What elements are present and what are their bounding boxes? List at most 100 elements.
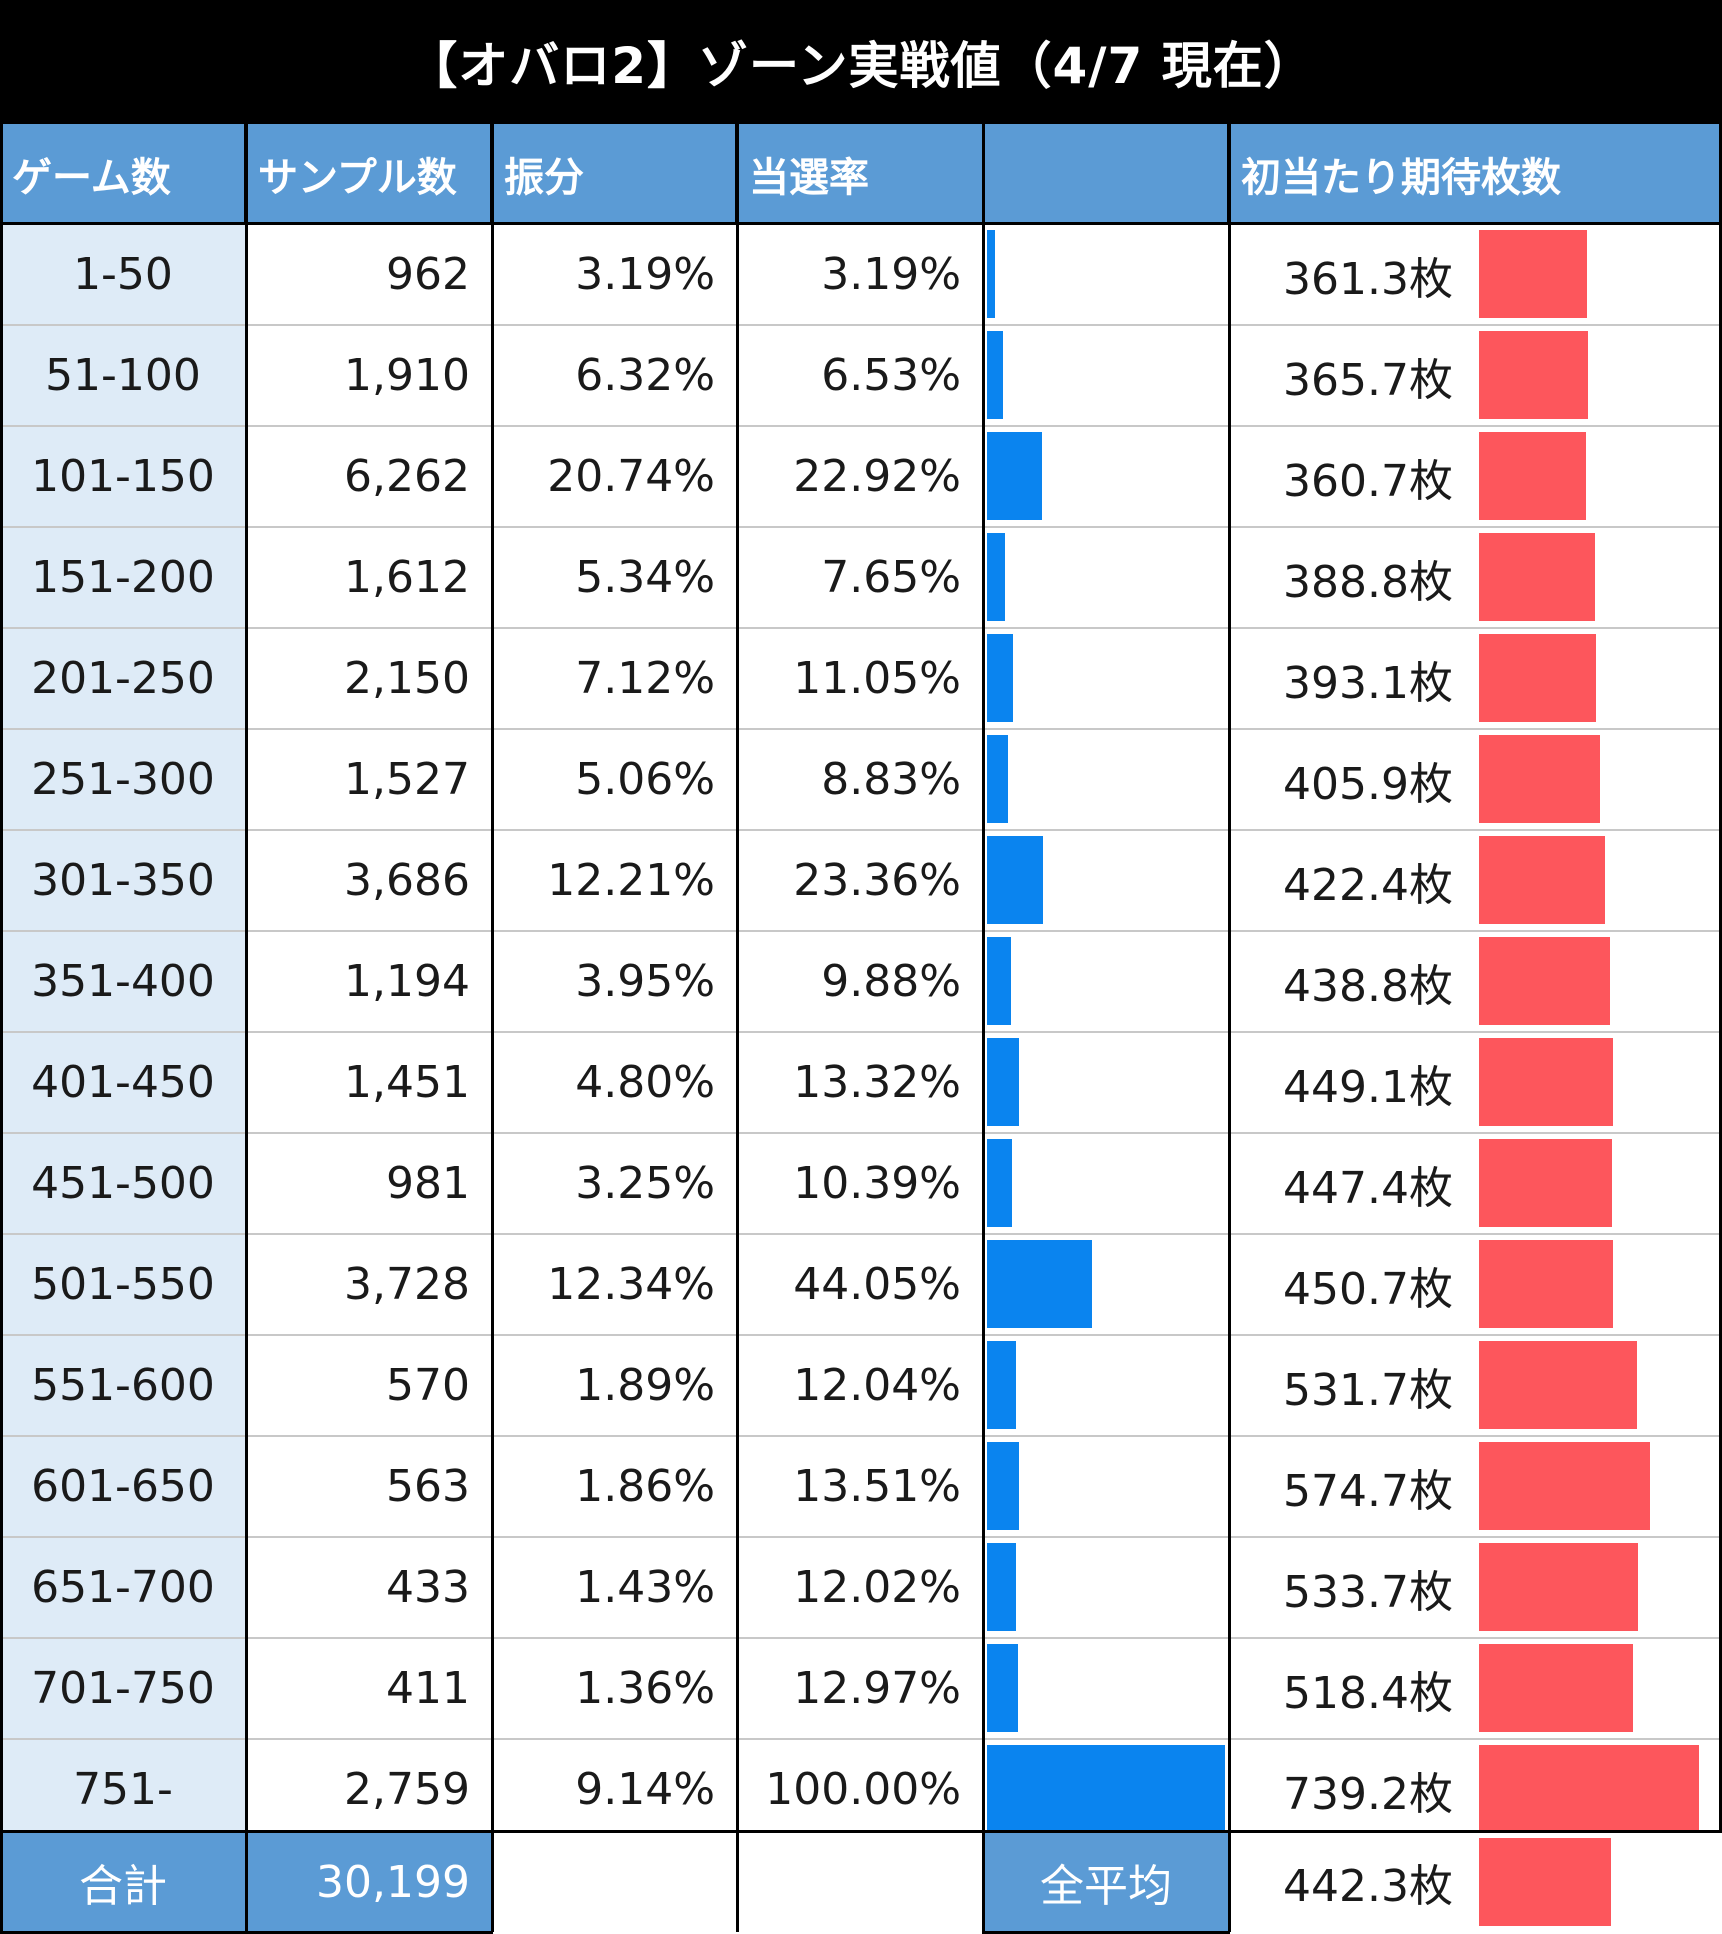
zone-cell: 201-250 bbox=[0, 628, 246, 729]
expected-bar bbox=[1479, 432, 1587, 520]
expected-bar bbox=[1479, 331, 1588, 419]
expected-bar bbox=[1479, 634, 1596, 722]
row-divider bbox=[0, 1132, 1722, 1134]
rate-cell: 12.04% bbox=[793, 1360, 961, 1411]
row-divider bbox=[0, 1536, 1722, 1538]
rate-bar bbox=[987, 1745, 1225, 1833]
expected-bar bbox=[1479, 1644, 1634, 1732]
column-border bbox=[1719, 124, 1722, 1832]
row-divider bbox=[0, 1031, 1722, 1033]
rate-cell: 8.83% bbox=[821, 754, 961, 805]
rate-cell: 11.05% bbox=[793, 653, 961, 704]
expected-cell: 405.9枚 bbox=[1283, 758, 1453, 810]
expected-cell: 422.4枚 bbox=[1283, 859, 1453, 911]
row-divider bbox=[0, 1233, 1722, 1235]
share-cell: 9.14% bbox=[575, 1764, 715, 1815]
rate-cell: 12.02% bbox=[793, 1562, 961, 1613]
header-zone: ゲーム数 bbox=[0, 124, 246, 224]
rate-bar bbox=[987, 1341, 1016, 1429]
samples-cell: 962 bbox=[386, 249, 470, 300]
average-expected: 442.3枚 bbox=[1283, 1861, 1453, 1912]
rate-bar bbox=[987, 1543, 1016, 1631]
expected-bar bbox=[1479, 1139, 1613, 1227]
expected-bar bbox=[1479, 1442, 1651, 1530]
rate-cell: 3.19% bbox=[821, 249, 961, 300]
rate-bar bbox=[987, 331, 1003, 419]
rate-cell: 23.36% bbox=[793, 855, 961, 906]
expected-cell: 518.4枚 bbox=[1283, 1667, 1453, 1719]
share-cell: 20.74% bbox=[547, 451, 715, 502]
row-divider bbox=[0, 1435, 1722, 1437]
expected-cell: 447.4枚 bbox=[1283, 1162, 1453, 1214]
row-divider bbox=[0, 1738, 1722, 1740]
expected-bar bbox=[1479, 1543, 1638, 1631]
row-divider bbox=[0, 728, 1722, 730]
average-expected-bar bbox=[1479, 1838, 1611, 1926]
rate-cell: 100.00% bbox=[765, 1764, 961, 1815]
rate-cell: 7.65% bbox=[821, 552, 961, 603]
row-divider bbox=[0, 930, 1722, 932]
samples-cell: 2,759 bbox=[344, 1764, 470, 1815]
row-divider bbox=[0, 627, 1722, 629]
expected-cell: 739.2枚 bbox=[1283, 1768, 1453, 1820]
zone-cell: 601-650 bbox=[0, 1436, 246, 1537]
samples-cell: 1,612 bbox=[344, 552, 470, 603]
rate-bar bbox=[987, 1038, 1019, 1126]
header-rate: 当選率 bbox=[737, 124, 983, 224]
samples-cell: 1,910 bbox=[344, 350, 470, 401]
expected-bar bbox=[1479, 533, 1595, 621]
expected-cell: 531.7枚 bbox=[1283, 1364, 1453, 1416]
zone-cell: 751- bbox=[0, 1739, 246, 1840]
rate-bar bbox=[987, 533, 1006, 621]
zone-cell: 51-100 bbox=[0, 325, 246, 426]
expected-bar bbox=[1479, 1341, 1638, 1429]
page-title: 【オバロ2】ゾーン実戦値（4/7 現在） bbox=[0, 0, 1722, 124]
expected-bar bbox=[1479, 1240, 1614, 1328]
samples-cell: 411 bbox=[386, 1663, 470, 1714]
total-label: 合計 bbox=[0, 1832, 246, 1932]
row-divider bbox=[0, 1334, 1722, 1336]
rate-bar bbox=[987, 634, 1014, 722]
rate-bar bbox=[987, 937, 1011, 1025]
header-share: 振分 bbox=[492, 124, 737, 224]
expected-cell: 360.7枚 bbox=[1283, 455, 1453, 507]
expected-bar bbox=[1479, 735, 1600, 823]
row-divider bbox=[0, 324, 1722, 326]
rate-bar bbox=[987, 1644, 1018, 1732]
rate-bar bbox=[987, 735, 1008, 823]
expected-cell: 450.7枚 bbox=[1283, 1263, 1453, 1315]
zone-cell: 701-750 bbox=[0, 1638, 246, 1739]
column-border bbox=[245, 124, 248, 1932]
expected-cell: 393.1枚 bbox=[1283, 657, 1453, 709]
expected-cell: 449.1枚 bbox=[1283, 1061, 1453, 1113]
row-divider bbox=[0, 1637, 1722, 1639]
row-divider bbox=[0, 425, 1722, 427]
expected-cell: 533.7枚 bbox=[1283, 1566, 1453, 1618]
expected-cell: 574.7枚 bbox=[1283, 1465, 1453, 1517]
footer-border bbox=[0, 1830, 1722, 1833]
expected-bar bbox=[1479, 1038, 1613, 1126]
column-border bbox=[982, 124, 985, 1932]
zone-cell: 301-350 bbox=[0, 830, 246, 931]
expected-cell: 438.8枚 bbox=[1283, 960, 1453, 1012]
share-cell: 1.36% bbox=[575, 1663, 715, 1714]
share-cell: 3.95% bbox=[575, 956, 715, 1007]
column-border bbox=[0, 124, 3, 1932]
expected-bar bbox=[1479, 1745, 1699, 1833]
rate-cell: 12.97% bbox=[793, 1663, 961, 1714]
samples-cell: 3,686 bbox=[344, 855, 470, 906]
row-divider bbox=[0, 829, 1722, 831]
header-border bbox=[0, 222, 1722, 225]
rate-cell: 9.88% bbox=[821, 956, 961, 1007]
zone-cell: 151-200 bbox=[0, 527, 246, 628]
zone-cell: 551-600 bbox=[0, 1335, 246, 1436]
share-cell: 1.43% bbox=[575, 1562, 715, 1613]
average-label: 全平均 bbox=[983, 1832, 1229, 1932]
samples-cell: 570 bbox=[386, 1360, 470, 1411]
expected-bar bbox=[1479, 836, 1605, 924]
rate-cell: 6.53% bbox=[821, 350, 961, 401]
zone-cell: 451-500 bbox=[0, 1133, 246, 1234]
share-cell: 3.19% bbox=[575, 249, 715, 300]
expected-cell: 361.3枚 bbox=[1283, 253, 1453, 305]
